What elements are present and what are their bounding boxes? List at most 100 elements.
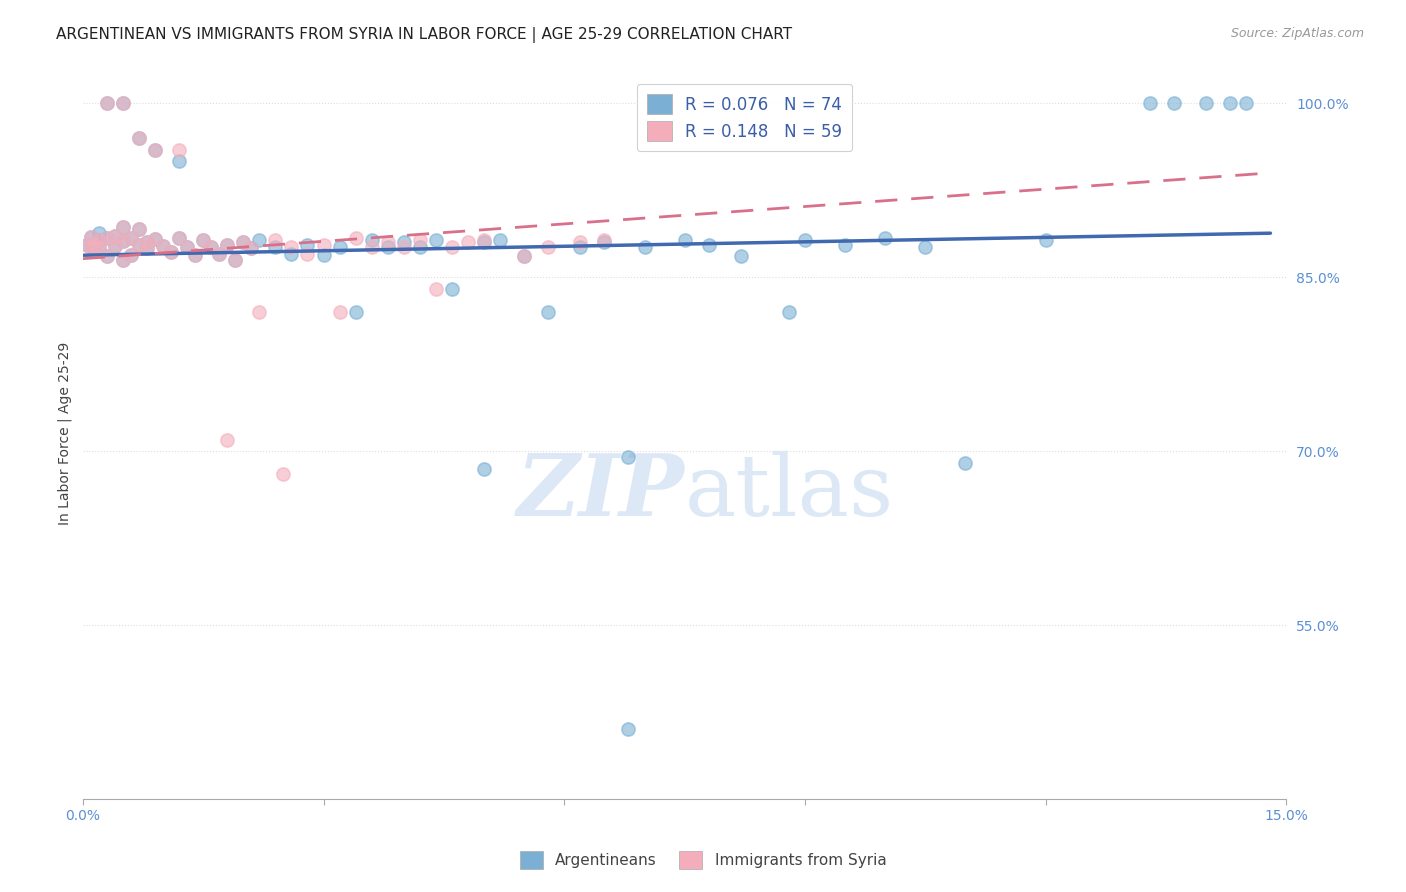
Point — [344, 231, 367, 245]
Point — [537, 240, 560, 254]
Point — [120, 248, 142, 262]
Point — [224, 252, 246, 267]
Point — [697, 237, 720, 252]
Point — [392, 240, 415, 254]
Point — [329, 305, 352, 319]
Point — [457, 235, 479, 250]
Point — [329, 240, 352, 254]
Text: Source: ZipAtlas.com: Source: ZipAtlas.com — [1230, 27, 1364, 40]
Point — [136, 241, 159, 255]
Point — [208, 247, 231, 261]
Point — [224, 252, 246, 267]
Y-axis label: In Labor Force | Age 25-29: In Labor Force | Age 25-29 — [58, 343, 72, 525]
Point — [120, 231, 142, 245]
Point — [217, 433, 239, 447]
Point — [513, 249, 536, 263]
Point — [513, 249, 536, 263]
Point — [96, 249, 118, 263]
Point — [191, 233, 214, 247]
Point — [176, 240, 198, 254]
Point — [200, 240, 222, 254]
Point — [297, 247, 319, 261]
Point — [160, 244, 183, 259]
Point — [191, 233, 214, 247]
Point — [136, 235, 159, 250]
Point — [537, 305, 560, 319]
Point — [232, 235, 254, 250]
Point — [152, 239, 174, 253]
Point — [111, 96, 134, 111]
Point — [472, 233, 495, 247]
Point — [1195, 96, 1218, 111]
Point — [673, 233, 696, 247]
Point — [730, 249, 752, 263]
Point — [312, 237, 335, 252]
Point — [280, 240, 302, 254]
Point — [143, 143, 166, 157]
Point — [167, 143, 190, 157]
Text: atlas: atlas — [685, 450, 894, 533]
Point — [297, 237, 319, 252]
Point — [472, 461, 495, 475]
Point — [360, 240, 382, 254]
Text: ZIP: ZIP — [517, 450, 685, 534]
Point — [80, 229, 103, 244]
Point — [377, 240, 399, 254]
Point — [217, 237, 239, 252]
Point — [240, 241, 263, 255]
Legend: R = 0.076   N = 74, R = 0.148   N = 59: R = 0.076 N = 74, R = 0.148 N = 59 — [637, 84, 852, 152]
Point — [96, 231, 118, 245]
Point — [136, 235, 159, 250]
Point — [1234, 96, 1257, 111]
Point — [273, 467, 295, 482]
Point — [104, 239, 127, 253]
Point — [80, 240, 103, 254]
Point — [167, 231, 190, 245]
Point — [111, 252, 134, 267]
Point — [167, 154, 190, 169]
Text: ARGENTINEAN VS IMMIGRANTS FROM SYRIA IN LABOR FORCE | AGE 25-29 CORRELATION CHAR: ARGENTINEAN VS IMMIGRANTS FROM SYRIA IN … — [56, 27, 793, 43]
Point — [128, 237, 150, 252]
Point — [96, 96, 118, 111]
Point — [87, 241, 110, 255]
Point — [96, 96, 118, 111]
Point — [128, 237, 150, 252]
Point — [1219, 96, 1241, 111]
Point — [200, 240, 222, 254]
Point — [1163, 96, 1185, 111]
Point — [247, 233, 270, 247]
Point — [955, 456, 977, 470]
Point — [778, 305, 800, 319]
Point — [1139, 96, 1161, 111]
Point — [87, 233, 110, 247]
Point — [569, 235, 592, 250]
Point — [104, 228, 127, 243]
Point — [128, 131, 150, 145]
Point — [111, 252, 134, 267]
Point — [247, 305, 270, 319]
Point — [834, 237, 856, 252]
Point — [312, 248, 335, 262]
Point — [167, 231, 190, 245]
Point — [76, 237, 98, 252]
Point — [160, 244, 183, 259]
Point — [440, 240, 463, 254]
Point — [120, 231, 142, 245]
Point — [875, 231, 897, 245]
Point — [208, 247, 231, 261]
Point — [104, 228, 127, 243]
Point — [409, 233, 432, 247]
Point — [143, 143, 166, 157]
Point — [593, 235, 616, 250]
Point — [120, 248, 142, 262]
Point — [264, 233, 287, 247]
Point — [128, 221, 150, 235]
Point — [83, 237, 105, 252]
Point — [184, 248, 207, 262]
Point — [128, 131, 150, 145]
Point — [360, 233, 382, 247]
Point — [83, 237, 105, 252]
Legend: Argentineans, Immigrants from Syria: Argentineans, Immigrants from Syria — [513, 845, 893, 875]
Point — [569, 240, 592, 254]
Point — [80, 240, 103, 254]
